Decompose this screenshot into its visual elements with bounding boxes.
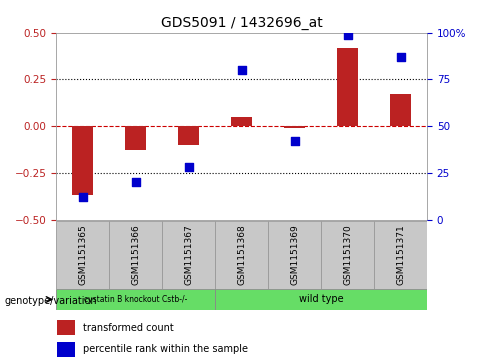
Bar (72, 126, 93, 195)
Text: GSM1151367: GSM1151367 (184, 225, 193, 285)
Text: GSM1151368: GSM1151368 (237, 225, 246, 285)
Bar (321, 221, 374, 289)
Text: GSM1151370: GSM1151370 (343, 225, 352, 285)
Text: GSM1151366: GSM1151366 (131, 225, 140, 285)
Text: wild type: wild type (299, 294, 344, 305)
Point (238, 67, 245, 73)
Bar (215, 221, 268, 289)
Point (397, 54, 405, 60)
Text: GSM1151371: GSM1151371 (396, 225, 405, 285)
Bar (337, 48, 358, 126)
Bar (268, 221, 321, 289)
Bar (231, 117, 252, 126)
Text: cystatin B knockout Cstb-/-: cystatin B knockout Cstb-/- (84, 295, 187, 304)
Point (291, 138, 299, 144)
Bar (56, 289, 215, 310)
Text: percentile rank within the sample: percentile rank within the sample (83, 344, 248, 354)
Bar (58, 342, 75, 357)
Text: GSM1151369: GSM1151369 (290, 225, 299, 285)
Bar (109, 221, 162, 289)
Bar (284, 126, 305, 128)
Text: genotype/variation: genotype/variation (5, 295, 98, 306)
Point (79, 194, 86, 200)
Text: GSM1151365: GSM1151365 (78, 225, 87, 285)
Text: transformed count: transformed count (83, 323, 174, 333)
Point (344, 32, 351, 37)
Title: GDS5091 / 1432696_at: GDS5091 / 1432696_at (161, 16, 323, 30)
Bar (374, 221, 427, 289)
Bar (215, 289, 427, 310)
Bar (58, 320, 75, 335)
Bar (56, 221, 109, 289)
Point (184, 164, 192, 170)
Point (132, 179, 140, 185)
Bar (178, 126, 199, 145)
Bar (162, 221, 215, 289)
Bar (125, 126, 146, 150)
Bar (390, 94, 411, 126)
